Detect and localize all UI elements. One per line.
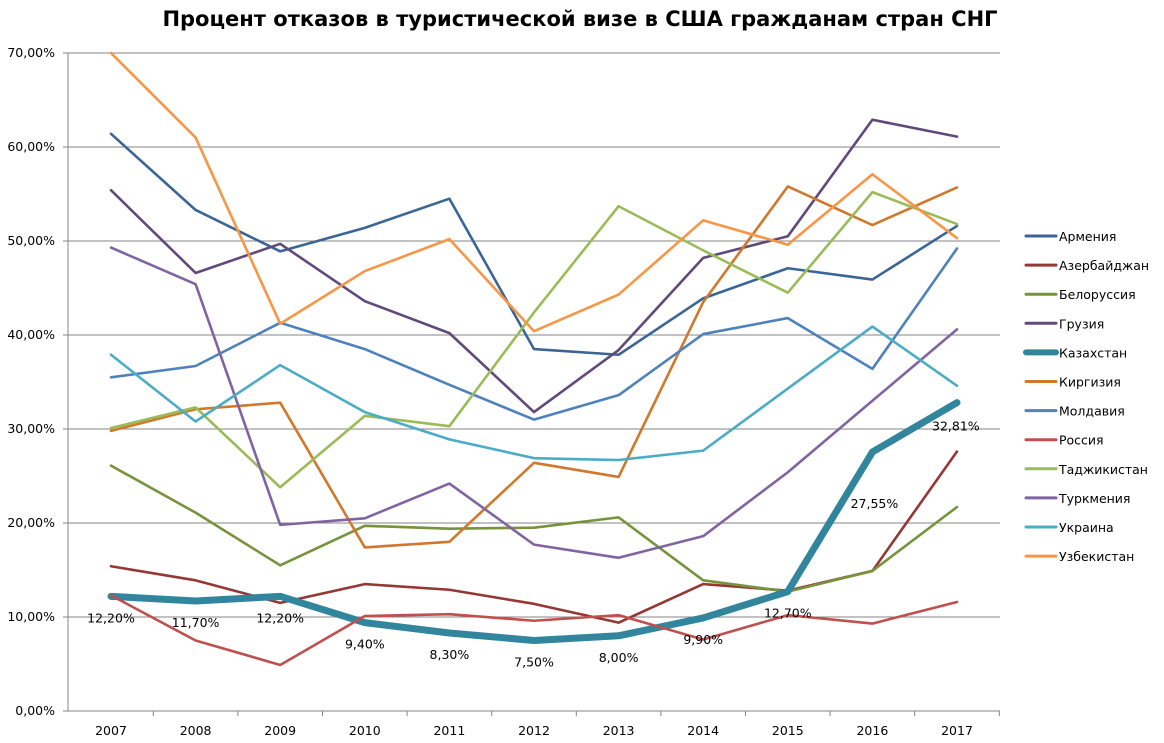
x-tick-label: 2009 [264, 723, 296, 738]
legend-label: Украина [1059, 520, 1114, 535]
data-label: 12,70% [764, 606, 812, 621]
series-line-1 [109, 132, 959, 357]
series-lines [107, 51, 961, 667]
x-tick-label: 2014 [687, 723, 719, 738]
y-axis: 0,00% 10,00% 20,00% 30,00% 40,00% 50,00% 60,00… [7, 45, 69, 718]
x-tick-label: 2008 [180, 723, 212, 738]
y-tick-label: 70,00% [7, 45, 55, 60]
x-tick-label: 2007 [95, 723, 127, 738]
x-tick-label: 2017 [941, 723, 973, 738]
data-label: 7,50% [514, 655, 554, 670]
data-label: 12,20% [256, 610, 304, 625]
legend-label: Узбекистан [1059, 549, 1134, 564]
legend-label: Таджикистан [1058, 462, 1148, 477]
y-tick-label: 50,00% [7, 233, 55, 248]
x-tick-label: 2010 [349, 723, 381, 738]
data-label: 9,40% [345, 637, 385, 652]
series-line-10 [109, 246, 959, 560]
series-line-4 [109, 118, 959, 414]
data-labels: 12,20% 11,70% 12,20% 9,40% 8,30% 7,50% 8,00% 9,… [87, 419, 980, 670]
series-line-7 [109, 247, 959, 421]
data-label: 27,55% [851, 496, 899, 511]
legend-label: Грузия [1059, 316, 1104, 331]
series-line-3 [109, 464, 959, 593]
data-label: 8,30% [430, 647, 470, 662]
x-tick-label: 2012 [518, 723, 550, 738]
gridlines [68, 52, 1000, 618]
x-axis: 2007 2008 2009 2010 2011 2012 2013 2014 2015 2016… [68, 710, 1000, 738]
legend-label: Азербайджан [1059, 258, 1149, 273]
data-label: 8,00% [599, 650, 639, 665]
data-label: 11,70% [172, 615, 220, 630]
y-tick-label: 30,00% [7, 421, 55, 436]
series-line-12 [109, 51, 959, 333]
legend-label: Армения [1059, 229, 1116, 244]
legend-label: Туркмения [1058, 491, 1130, 506]
x-tick-label: 2013 [603, 723, 635, 738]
legend-label: Россия [1059, 433, 1104, 448]
legend-label: Молдавия [1059, 404, 1125, 419]
chart-title: Процент отказов в туристической визе в С… [162, 7, 997, 31]
legend-label: Киргизия [1059, 375, 1121, 390]
y-tick-label: 10,00% [7, 609, 55, 624]
series-line-11 [109, 325, 959, 462]
legend-label: Белоруссия [1059, 287, 1136, 302]
y-tick-label: 60,00% [7, 139, 55, 154]
x-tick-label: 2011 [433, 723, 465, 738]
data-label: 9,90% [683, 632, 723, 647]
y-tick-label: 0,00% [15, 703, 55, 718]
series-line-6 [109, 185, 959, 549]
y-tick-label: 20,00% [7, 515, 55, 530]
data-label: 12,20% [87, 610, 135, 625]
data-label: 32,81% [932, 419, 980, 434]
series-line-5 [107, 399, 961, 644]
series-line-9 [109, 190, 959, 489]
x-tick-label: 2015 [772, 723, 804, 738]
x-tick-label: 2016 [856, 723, 888, 738]
legend-label: Казахстан [1059, 345, 1127, 360]
y-tick-label: 40,00% [7, 327, 55, 342]
legend: Армения Азербайджан Белоруссия Грузия Казахс… [1023, 229, 1149, 564]
series-line-8 [109, 594, 959, 667]
